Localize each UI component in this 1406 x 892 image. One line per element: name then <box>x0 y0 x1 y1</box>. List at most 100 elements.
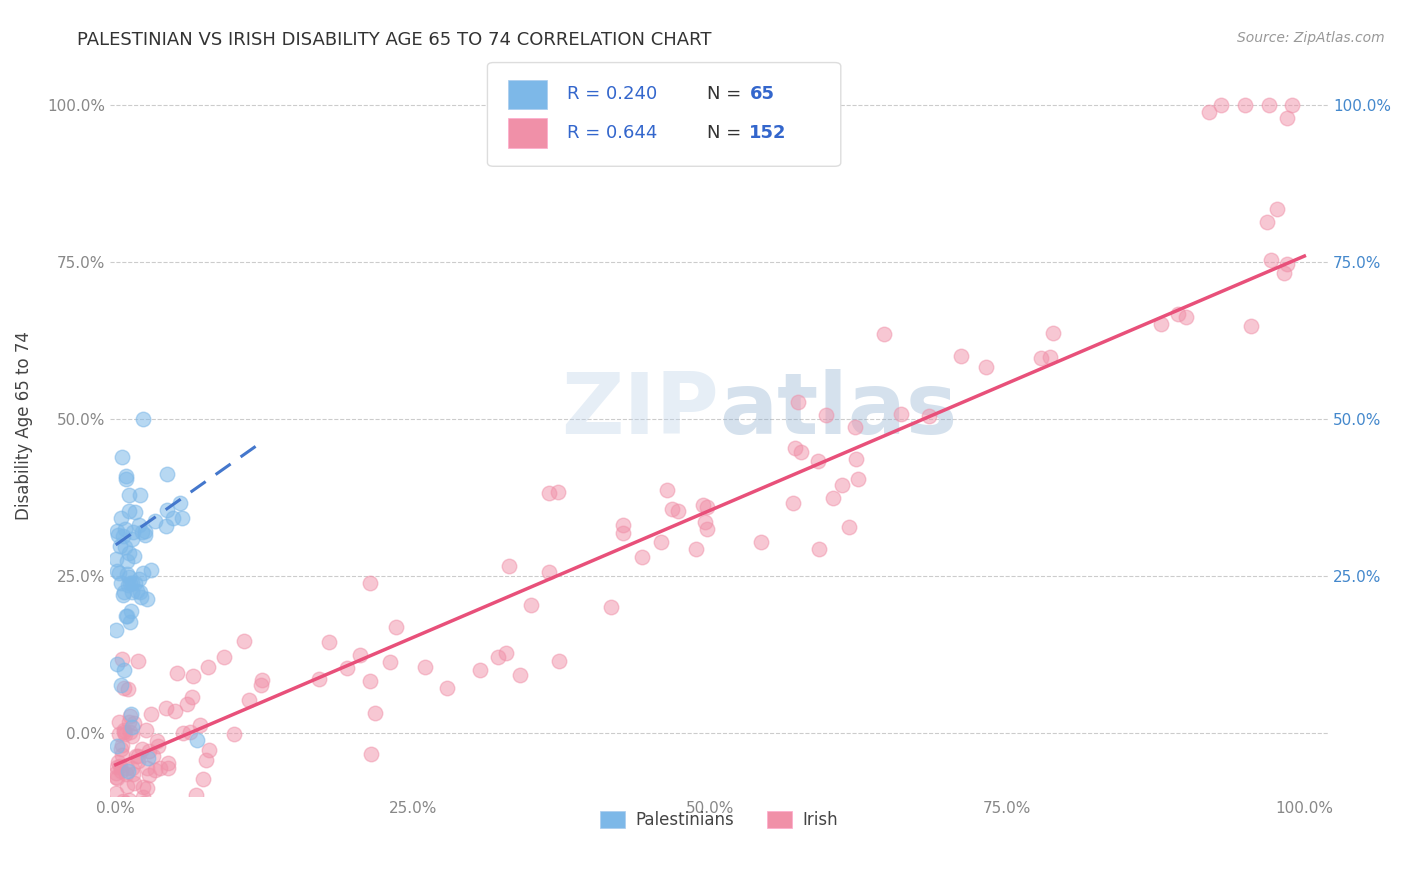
Point <box>1042 326 1064 340</box>
Point <box>114 767 136 781</box>
Point <box>132 566 155 581</box>
Point <box>127 654 149 668</box>
Point <box>105 760 128 774</box>
Point <box>110 742 132 756</box>
Point <box>359 575 381 590</box>
Text: R = 0.240: R = 0.240 <box>567 86 657 103</box>
Point <box>118 793 141 807</box>
Text: PALESTINIAN VS IRISH DISABILITY AGE 65 TO 74 CORRELATION CHART: PALESTINIAN VS IRISH DISABILITY AGE 65 T… <box>77 31 711 49</box>
FancyBboxPatch shape <box>488 62 841 166</box>
Point <box>110 511 132 525</box>
Point <box>436 681 458 695</box>
Point <box>111 529 134 543</box>
Point <box>384 620 406 634</box>
Point <box>156 467 179 482</box>
Point <box>783 441 806 455</box>
Point <box>122 715 145 730</box>
Point <box>1281 98 1303 112</box>
Point <box>127 754 149 768</box>
Point <box>146 734 169 748</box>
Point <box>121 729 143 743</box>
Point <box>121 585 143 599</box>
Point <box>127 583 149 598</box>
Point <box>612 525 634 540</box>
Point <box>118 708 141 723</box>
Point <box>117 578 139 592</box>
Point <box>105 739 128 753</box>
Point <box>169 496 191 510</box>
Point <box>131 802 153 816</box>
Point <box>114 541 136 555</box>
Point <box>118 546 141 560</box>
Point <box>117 487 139 501</box>
Point <box>108 802 131 816</box>
Point <box>815 408 838 422</box>
Point <box>107 528 129 542</box>
Point <box>117 764 139 778</box>
Point <box>470 663 492 677</box>
Point <box>250 673 273 687</box>
Point <box>162 511 184 525</box>
Point <box>612 518 634 533</box>
Point <box>1275 111 1298 125</box>
Point <box>141 707 163 722</box>
Point <box>108 758 131 772</box>
Point <box>1240 319 1263 334</box>
Point <box>111 747 134 762</box>
Point <box>250 678 273 692</box>
Point <box>128 517 150 532</box>
Point <box>112 681 135 695</box>
Point <box>548 654 571 668</box>
Point <box>807 542 830 557</box>
Point <box>136 761 159 775</box>
Point <box>1265 202 1288 217</box>
Point <box>105 766 128 780</box>
Point <box>655 483 678 498</box>
Point <box>668 504 690 518</box>
Text: atlas: atlas <box>718 369 957 452</box>
Point <box>135 781 157 796</box>
Point <box>131 780 153 795</box>
Point <box>197 660 219 674</box>
Point <box>110 576 132 591</box>
Point <box>786 395 808 409</box>
Point <box>1167 307 1189 321</box>
Point <box>181 669 204 683</box>
Point <box>157 761 180 775</box>
Point <box>148 761 170 775</box>
Point <box>121 524 143 539</box>
Point <box>114 473 136 487</box>
Point <box>1031 351 1053 365</box>
Point <box>117 554 139 568</box>
Point <box>155 701 177 715</box>
Point <box>790 445 813 459</box>
Point <box>108 802 131 816</box>
Point <box>845 452 868 467</box>
Point <box>135 723 157 737</box>
Point <box>696 522 718 536</box>
Point <box>495 646 517 660</box>
Point <box>118 715 141 730</box>
Text: R = 0.644: R = 0.644 <box>567 124 657 142</box>
Point <box>115 468 138 483</box>
Point <box>132 412 155 426</box>
Point <box>118 802 141 816</box>
Point <box>134 524 156 539</box>
Point <box>1272 266 1295 280</box>
Point <box>360 747 382 762</box>
Point <box>127 748 149 763</box>
Point <box>349 648 371 662</box>
Point <box>131 742 153 756</box>
Point <box>148 739 170 753</box>
Point <box>232 633 254 648</box>
Point <box>695 515 717 529</box>
Point <box>1198 104 1220 119</box>
Point <box>136 591 159 606</box>
Text: 65: 65 <box>749 86 775 103</box>
Point <box>155 518 177 533</box>
Point <box>115 567 138 582</box>
Point <box>950 349 973 363</box>
Point <box>191 772 214 787</box>
Text: N =: N = <box>707 86 747 103</box>
Point <box>519 598 541 612</box>
